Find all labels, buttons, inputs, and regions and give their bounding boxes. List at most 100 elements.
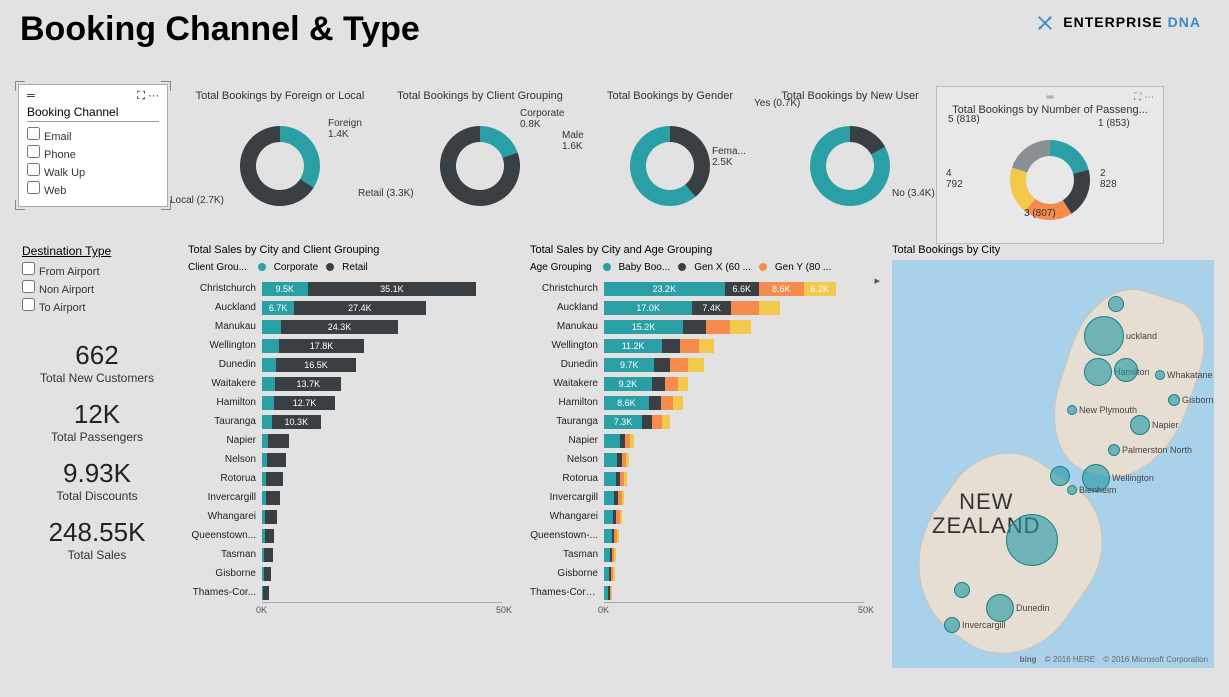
bar-segment[interactable]: 6.2K <box>804 282 836 296</box>
bar-segment[interactable]: 35.1K <box>308 282 476 296</box>
bar-segment[interactable] <box>680 339 698 353</box>
map-bubble[interactable] <box>986 594 1014 622</box>
bar-segment[interactable] <box>266 472 283 486</box>
bar-segment[interactable] <box>262 339 279 353</box>
bar-segment[interactable] <box>654 358 670 372</box>
donut-slice[interactable] <box>1012 140 1050 173</box>
bar-segment[interactable] <box>604 434 620 448</box>
bar-segment[interactable] <box>688 358 704 372</box>
slicer-option[interactable]: Phone <box>27 144 159 162</box>
map-bubble[interactable] <box>1050 466 1070 486</box>
bar-segment[interactable]: 17.8K <box>279 339 364 353</box>
bar-segment[interactable] <box>683 320 706 334</box>
donut-slice[interactable] <box>670 126 710 197</box>
map-bookings-by-city[interactable]: Total Bookings by City NEWZEALAND bing ©… <box>892 244 1214 668</box>
bar-segment[interactable] <box>665 377 678 391</box>
map-bubble[interactable] <box>1067 405 1077 415</box>
bar-segment[interactable] <box>649 396 661 410</box>
bar-segment[interactable]: 6.7K <box>262 301 294 315</box>
checkbox[interactable] <box>27 163 40 176</box>
map-bubble[interactable] <box>1108 444 1120 456</box>
bar-segment[interactable] <box>706 320 729 334</box>
map-bubble[interactable] <box>1155 370 1165 380</box>
bar-segment[interactable]: 7.3K <box>604 415 642 429</box>
bar-segment[interactable] <box>624 472 627 486</box>
bar-segment[interactable] <box>662 339 680 353</box>
bar-segment[interactable]: 16.5K <box>276 358 355 372</box>
map-bubble[interactable] <box>1006 514 1058 566</box>
slicer-option[interactable]: Walk Up <box>27 162 159 180</box>
bar-segment[interactable] <box>617 529 619 543</box>
bar-segment[interactable] <box>265 510 277 524</box>
more-icon[interactable]: ⋯ <box>148 90 159 102</box>
bar-segment[interactable] <box>263 586 269 600</box>
bar-segment[interactable]: 11.2K <box>604 339 662 353</box>
bar-segment[interactable] <box>264 548 273 562</box>
map-bubble[interactable] <box>1067 485 1077 495</box>
slicer-option[interactable]: From Airport <box>22 261 111 279</box>
map-bubble[interactable] <box>1168 394 1180 406</box>
bar-segment[interactable] <box>268 434 290 448</box>
bar-segment[interactable] <box>613 567 615 581</box>
checkbox[interactable] <box>22 280 35 293</box>
scroll-right-icon[interactable]: ▸ <box>874 274 880 287</box>
chart-sales-by-city-age[interactable]: Total Sales by City and Age Grouping Age… <box>530 244 876 616</box>
slicer-option[interactable]: To Airport <box>22 297 111 315</box>
map-bubble[interactable] <box>944 617 960 633</box>
bar-segment[interactable] <box>652 415 661 429</box>
bar-segment[interactable]: 9.5K <box>262 282 308 296</box>
bar-segment[interactable] <box>630 434 634 448</box>
bar-segment[interactable]: 17.0K <box>604 301 692 315</box>
bar-segment[interactable] <box>678 377 688 391</box>
bar-segment[interactable] <box>604 491 614 505</box>
bar-segment[interactable]: 13.7K <box>275 377 341 391</box>
more-icon[interactable]: ⋯ <box>1144 92 1154 103</box>
bar-segment[interactable] <box>262 320 281 334</box>
donut-slice[interactable] <box>1050 140 1089 174</box>
bar-segment[interactable]: 24.3K <box>281 320 398 334</box>
bar-segment[interactable]: 8.6K <box>759 282 804 296</box>
slicer-option[interactable]: Non Airport <box>22 279 111 297</box>
bar-segment[interactable] <box>262 396 274 410</box>
bar-segment[interactable] <box>262 358 276 372</box>
bar-segment[interactable] <box>611 586 612 600</box>
bar-segment[interactable] <box>730 320 751 334</box>
map-bubble[interactable] <box>1084 358 1112 386</box>
map-bubble[interactable] <box>1084 316 1124 356</box>
map-bubble[interactable] <box>1130 415 1150 435</box>
slicer-booking-channel[interactable]: ═ ⛶ ⋯ Booking Channel EmailPhoneWalk UpW… <box>18 84 168 207</box>
slicer-option[interactable]: Web <box>27 180 159 198</box>
bar-segment[interactable] <box>661 396 673 410</box>
bar-segment[interactable]: 7.4K <box>692 301 730 315</box>
bar-segment[interactable] <box>642 415 652 429</box>
map-bubble[interactable] <box>954 582 970 598</box>
bar-segment[interactable]: 6.6K <box>725 282 759 296</box>
donut-chart[interactable]: Total Bookings by Gender Male1.6KFema...… <box>580 90 760 240</box>
bar-segment[interactable] <box>670 358 688 372</box>
slicer-option[interactable]: Email <box>27 126 159 144</box>
bar-segment[interactable] <box>699 339 715 353</box>
checkbox[interactable] <box>22 298 35 311</box>
bar-segment[interactable] <box>759 301 780 315</box>
bar-segment[interactable] <box>614 548 616 562</box>
bar-segment[interactable] <box>604 529 612 543</box>
donut-chart[interactable]: ═ ⛶ ⋯ Total Bookings by Number of Passen… <box>940 90 1160 240</box>
focus-icon[interactable]: ⛶ <box>1134 92 1141 103</box>
bar-segment[interactable] <box>604 472 616 486</box>
drag-handle-icon[interactable]: ═ <box>27 90 35 102</box>
bar-segment[interactable] <box>673 396 683 410</box>
bar-segment[interactable]: 9.7K <box>604 358 654 372</box>
donut-chart[interactable]: Total Bookings by Client Grouping Corpor… <box>380 90 580 240</box>
map-bubble[interactable] <box>1108 296 1124 312</box>
checkbox[interactable] <box>27 145 40 158</box>
focus-icon[interactable]: ⛶ <box>137 90 145 102</box>
bar-segment[interactable] <box>626 453 629 467</box>
bar-segment[interactable]: 9.2K <box>604 377 652 391</box>
donut-chart[interactable]: Total Bookings by New User Yes (0.7K)No … <box>760 90 940 240</box>
bar-segment[interactable] <box>265 529 275 543</box>
bar-segment[interactable]: 27.4K <box>294 301 426 315</box>
bar-segment[interactable] <box>604 510 613 524</box>
bar-segment[interactable]: 10.3K <box>272 415 321 429</box>
bar-segment[interactable]: 23.2K <box>604 282 725 296</box>
bar-segment[interactable] <box>604 453 617 467</box>
